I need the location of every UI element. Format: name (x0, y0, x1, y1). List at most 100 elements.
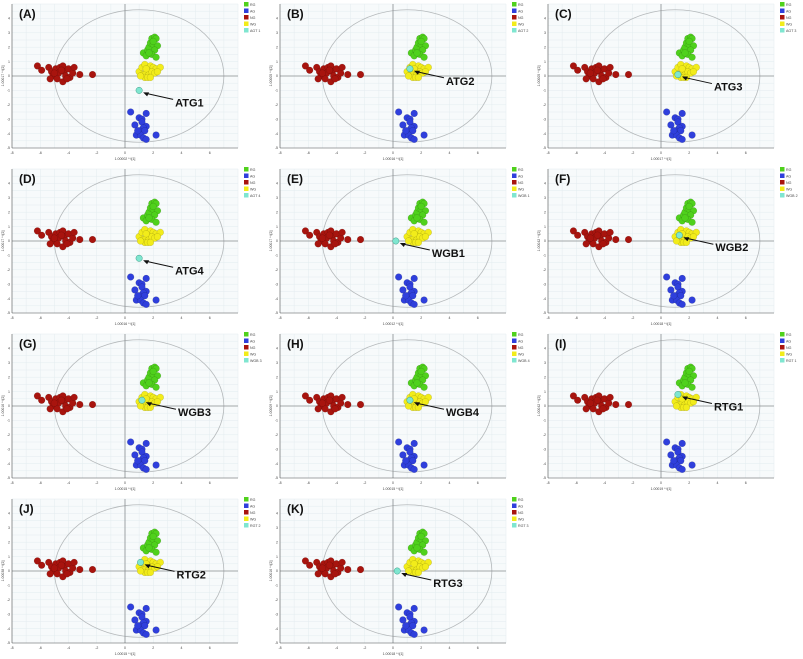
y-tick-label: 0 (276, 569, 278, 573)
x-tick-label: -2 (95, 316, 98, 320)
data-point-ag (127, 438, 135, 446)
plot-svg: -8 -6 -4 -2 0 2 4 6 -5 -4 -3 -2 -1 0 1 2 3 4 1.00018 * t[1… (269, 497, 529, 656)
x-axis-label: 1.00016 * t[1] (383, 157, 404, 161)
data-point-ag (142, 274, 150, 283)
data-point-ag (152, 131, 160, 139)
y-tick-label: 1 (8, 60, 10, 64)
data-point-ng (569, 227, 578, 235)
legend-label: NG (518, 16, 524, 20)
annotation-label: RTG2 (177, 569, 206, 581)
data-point-ng (301, 557, 310, 565)
score-plot-panel: -8 -6 -4 -2 0 2 4 6 -5 -4 -3 -2 -1 0 1 2 3 4 1.00002 * t[1… (0, 0, 266, 162)
annotation-arrow (148, 402, 177, 410)
data-point-ng (574, 231, 582, 239)
x-tick-label: 2 (420, 481, 422, 485)
x-tick-label: 4 (449, 646, 451, 650)
y-tick-label: 1 (8, 390, 10, 394)
data-point-ng (593, 396, 602, 404)
x-tick-label: -4 (335, 481, 338, 485)
data-point-ng (612, 235, 620, 244)
data-point-rg (145, 544, 153, 552)
x-tick-label: 4 (181, 151, 183, 155)
panel-label: (E) (287, 172, 303, 186)
data-point-ag (420, 131, 428, 139)
data-point-ag (677, 127, 685, 135)
y-tick-label: -3 (543, 447, 546, 451)
x-tick-label: -6 (575, 316, 578, 320)
score-plot-panel: -8 -6 -4 -2 0 2 4 6 -5 -4 -3 -2 -1 0 1 2 3 4 1.00015 * t[1… (268, 330, 534, 492)
y-tick-label: 0 (276, 404, 278, 408)
y-tick-label: -4 (275, 462, 278, 466)
data-point-ng (33, 557, 42, 565)
data-point-ng (321, 570, 329, 578)
panel-label: (C) (555, 7, 572, 21)
y-tick-label: 1 (276, 225, 278, 229)
test-sample-point (393, 567, 401, 575)
data-point-ng (344, 70, 352, 79)
legend-label: RGT 1 (786, 359, 797, 363)
x-tick-label: 4 (181, 646, 183, 650)
panel-label: (G) (19, 337, 36, 351)
x-axis-label: 1.00015 * t[1] (115, 487, 136, 491)
data-point-ng (57, 231, 66, 239)
legend-swatch (780, 180, 785, 185)
data-point-ng (331, 75, 339, 83)
x-tick-label: 6 (477, 481, 479, 485)
data-point-ag (395, 273, 403, 281)
data-point-ag (141, 127, 149, 135)
x-tick-label: -8 (10, 151, 13, 155)
legend-label: AGT 1 (250, 29, 260, 33)
test-sample-point (137, 558, 144, 566)
legend-swatch (512, 332, 517, 337)
arrowhead-icon (401, 573, 408, 577)
data-point-ng (53, 570, 61, 578)
data-point-ag (134, 457, 142, 465)
y-tick-label: 1 (8, 555, 10, 559)
data-point-ag (402, 457, 410, 465)
data-point-ng (589, 405, 597, 413)
legend-swatch (512, 15, 517, 20)
data-point-ag (688, 296, 696, 304)
x-tick-label: 0 (392, 481, 394, 485)
y-tick-label: -1 (275, 584, 278, 588)
data-point-rg (149, 367, 157, 376)
data-point-rg (413, 544, 421, 552)
annotation-arrow (684, 396, 713, 404)
data-point-ng (46, 570, 54, 578)
legend-label: NG (250, 511, 256, 515)
x-tick-label: -2 (95, 481, 98, 485)
data-point-rg (413, 214, 421, 222)
data-point-ag (142, 465, 150, 473)
legend-label: RGT 3 (518, 524, 529, 528)
data-point-wg (421, 563, 430, 571)
data-point-ag (131, 616, 139, 624)
x-tick-label: 4 (717, 316, 719, 320)
x-tick-label: -6 (575, 151, 578, 155)
data-point-rg (420, 53, 428, 61)
legend-swatch (244, 332, 249, 337)
data-point-ng (331, 405, 339, 413)
y-tick-label: -2 (7, 268, 10, 272)
data-point-ng (63, 405, 71, 413)
y-tick-label: 2 (276, 540, 278, 544)
data-point-rg (420, 383, 428, 391)
data-point-ng (606, 63, 614, 71)
legend-label: RG (518, 333, 524, 337)
data-point-wg (414, 73, 423, 82)
data-point-ng (338, 228, 346, 236)
legend-swatch (780, 167, 785, 172)
data-point-rg (417, 202, 425, 211)
data-point-ag (410, 300, 418, 308)
data-point-ag (688, 461, 696, 469)
x-axis-label: 1.00019 * t[1] (651, 487, 672, 491)
data-point-ng (356, 235, 365, 244)
legend-swatch (512, 193, 517, 198)
score-plot-panel: -8 -6 -4 -2 0 2 4 6 -5 -4 -3 -2 -1 0 1 2 3 4 1.00015 * t[1… (0, 495, 266, 657)
x-tick-label: -2 (363, 316, 366, 320)
data-point-wg (136, 402, 145, 410)
legend-label: AG (250, 340, 255, 344)
y-tick-label: 4 (276, 512, 278, 516)
data-point-ag (142, 439, 150, 448)
data-point-ng (318, 564, 326, 572)
x-tick-label: -8 (278, 646, 281, 650)
